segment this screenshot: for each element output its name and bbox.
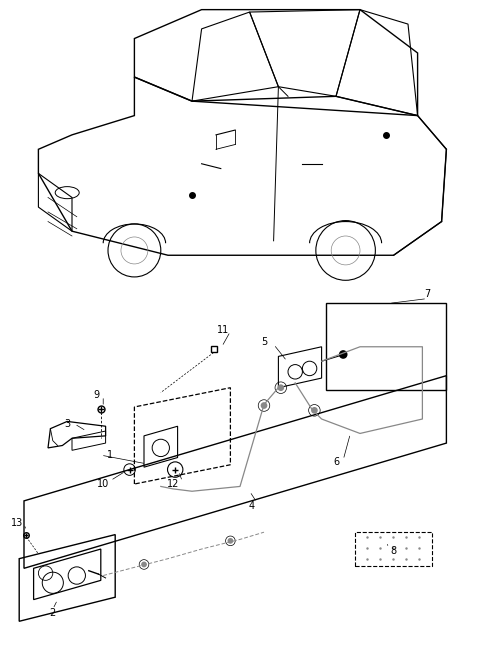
Text: 6: 6 — [333, 457, 339, 468]
Text: 11: 11 — [217, 325, 229, 335]
Text: 4: 4 — [249, 500, 255, 511]
Text: 1: 1 — [108, 450, 113, 460]
Circle shape — [261, 402, 267, 409]
Circle shape — [311, 407, 318, 414]
Circle shape — [141, 561, 147, 567]
Text: 2: 2 — [49, 608, 56, 618]
Text: 7: 7 — [424, 289, 431, 299]
Text: 9: 9 — [93, 390, 99, 400]
Text: 8: 8 — [391, 546, 396, 557]
Circle shape — [339, 350, 348, 359]
Circle shape — [228, 538, 233, 544]
Text: 13: 13 — [11, 517, 23, 527]
Text: 3: 3 — [64, 419, 70, 429]
Circle shape — [277, 384, 284, 391]
Text: 12: 12 — [167, 479, 179, 489]
Text: 10: 10 — [97, 479, 109, 489]
Text: 5: 5 — [261, 337, 267, 347]
